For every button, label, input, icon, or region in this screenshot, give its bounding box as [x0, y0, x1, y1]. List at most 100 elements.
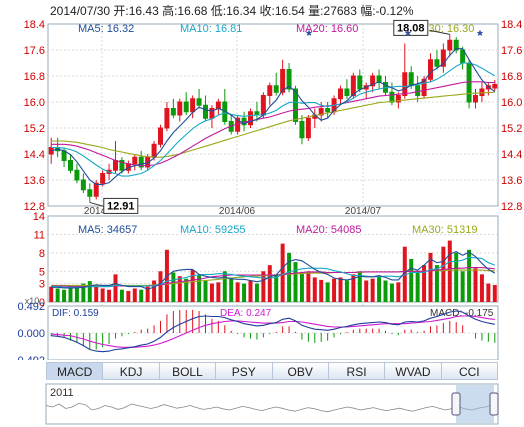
volume-bar [473, 268, 478, 302]
tab-macd[interactable]: MACD [46, 362, 103, 380]
navigator-right-handle[interactable] [489, 392, 499, 416]
candle-body [434, 59, 440, 67]
tab-wvad[interactable]: WVAD [384, 362, 441, 380]
volume-bar [267, 265, 272, 302]
volume-bar [287, 252, 292, 302]
price-axis-left-label: 15.2 [24, 123, 45, 135]
price-axis-right-label: 16.0 [501, 97, 522, 109]
volume-unit-label: x10 [25, 296, 40, 306]
price-axis-right-label: 12.8 [501, 201, 522, 213]
price-axis-left-label: 14.4 [24, 149, 45, 161]
candle-body [74, 169, 80, 181]
volume-bar [344, 280, 349, 302]
volume-bar [460, 271, 465, 302]
tab-obv[interactable]: OBV [271, 362, 328, 380]
navigator-series-line [45, 402, 499, 413]
candle-body [267, 85, 273, 96]
event-marker-icon: * [477, 27, 483, 43]
candle-body [415, 85, 421, 96]
price-axis-left-label: 13.6 [24, 175, 45, 187]
volume-bar [49, 286, 54, 302]
price-ma30-line [51, 91, 495, 158]
range-navigator[interactable]: 2011 [0, 383, 524, 427]
event-marker-icon: * [306, 27, 312, 43]
volume-bar [299, 272, 304, 302]
candle-body [87, 189, 93, 197]
candle-body [293, 88, 298, 122]
volume-bar [107, 289, 112, 302]
volume-bar [319, 279, 324, 302]
volume-bar [177, 276, 182, 302]
candle-body [325, 108, 331, 113]
price-axis-right-label: 17.6 [501, 45, 522, 57]
price-ma20-line [51, 81, 495, 167]
candle-body [132, 156, 138, 165]
candle-body [357, 75, 363, 90]
candle-body [421, 78, 427, 96]
candle-body [299, 121, 305, 139]
macd-axis-label: 0.000 [17, 328, 45, 340]
candle-body [280, 69, 286, 93]
price-axis-left-label: 12.8 [24, 201, 45, 213]
volume-axis-label: 11 [34, 229, 45, 241]
candle-body [177, 101, 183, 116]
candle-body [248, 111, 253, 126]
volume-bar [402, 246, 407, 302]
volume-axis-label: 14 [33, 211, 45, 223]
indicator-tabs: MACD KDJ BOLL PSY OBV RSI WVAD CCI [46, 362, 498, 382]
volume-axis-label: 5 [39, 266, 45, 278]
volume-bar [171, 272, 176, 302]
volume-bar [62, 289, 67, 302]
high-callout-box [393, 19, 429, 36]
candle-body [318, 108, 324, 116]
candle-body [138, 156, 144, 168]
tab-rsi[interactable]: RSI [327, 362, 385, 380]
tab-psy[interactable]: PSY [215, 362, 272, 380]
candle-body [113, 160, 118, 171]
volume-axis-label: 3 [39, 279, 45, 291]
macd-dif-line [51, 310, 495, 353]
navigator-left-handle[interactable] [451, 392, 461, 416]
volume-bar [293, 262, 298, 302]
volume-bar [486, 283, 491, 302]
candle-body [344, 88, 350, 96]
volume-ma5-line [51, 250, 496, 290]
price-axis-left-label: 18.4 [24, 19, 45, 31]
candle-body [183, 101, 189, 113]
volume-bar [370, 278, 375, 302]
chart-canvas[interactable]: 18.4 18.4 17.6 17.6 16.8 16.8 16.0 16.0 15.2 15.2… [0, 0, 524, 360]
low-callout-line [89, 201, 104, 207]
candle-body [196, 98, 202, 106]
volume-legend-ma5: MA5: 34657 [78, 224, 137, 236]
candle-body [80, 179, 86, 191]
price-ma5-line [51, 48, 496, 186]
volume-bar [357, 271, 362, 302]
navigator-year-label: 2011 [50, 387, 74, 399]
volume-bar [229, 277, 234, 302]
tab-cci[interactable]: CCI [440, 362, 498, 380]
volume-bar [145, 286, 150, 302]
tab-kdj[interactable]: KDJ [102, 362, 159, 380]
volume-bar [74, 287, 79, 302]
candle-body [164, 108, 170, 129]
candle-body [93, 182, 99, 197]
candle-body [286, 69, 292, 90]
tab-boll[interactable]: BOLL [158, 362, 216, 380]
volume-bar [55, 288, 60, 302]
volume-bar [235, 282, 240, 302]
candle-body [492, 83, 498, 89]
price-axis-date-label: 2014/06 [219, 206, 256, 217]
volume-bar [338, 277, 343, 302]
price-legend-ma5: MA5: 16.32 [78, 23, 134, 35]
volume-bar [364, 280, 369, 302]
volume-bar [158, 271, 163, 302]
candle-body [273, 85, 279, 93]
candle-body [395, 95, 401, 103]
candle-body [389, 91, 395, 103]
volume-bar [248, 280, 253, 302]
price-axis-date-label: 2014/05 [84, 206, 121, 217]
macd-axis-label: -0.492 [14, 355, 45, 360]
high-callout-label: 18.08 [397, 22, 425, 34]
macd-legend-macd_label: MACD: -0.175 [430, 308, 494, 319]
